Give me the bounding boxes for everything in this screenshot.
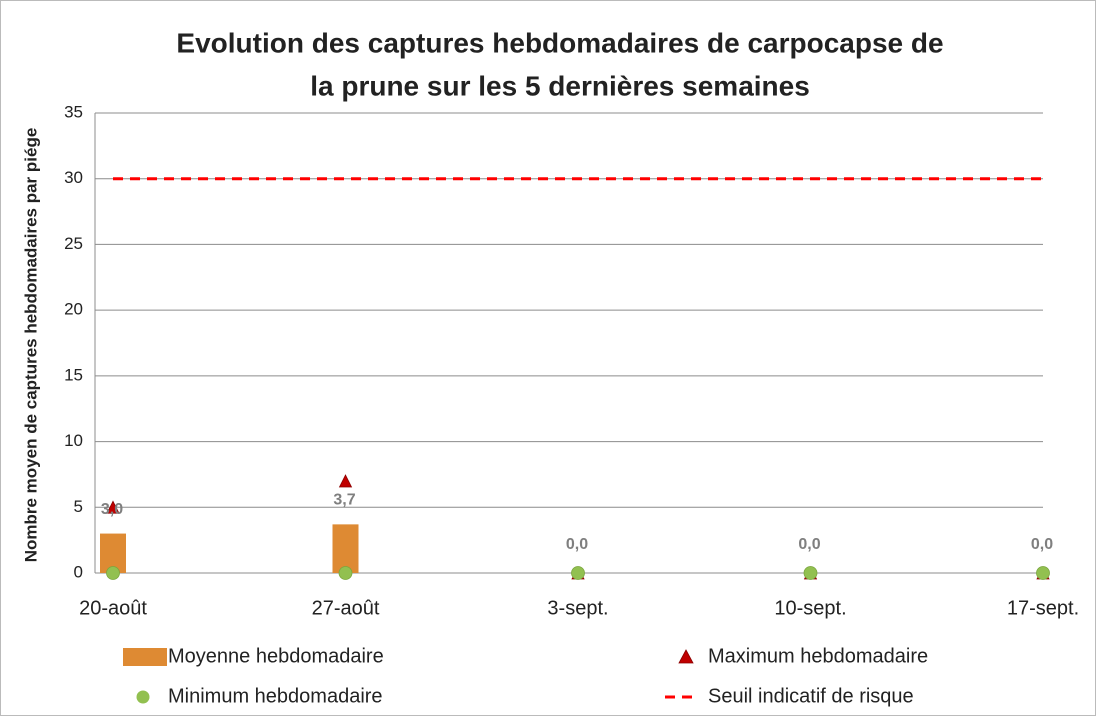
legend-swatch (123, 648, 167, 666)
min-marker (803, 566, 818, 580)
legend-swatch (136, 690, 150, 704)
data-label: 0,0 (566, 536, 588, 553)
data-label: 3,7 (333, 492, 355, 509)
y-tick-label: 20 (64, 300, 83, 319)
max-marker (338, 474, 353, 488)
y-axis-label: Nombre moyen de captures hebdomadaires p… (21, 128, 40, 563)
y-tick-label: 0 (74, 562, 83, 581)
y-tick-label: 30 (64, 168, 83, 187)
data-label: 0,0 (798, 536, 820, 553)
max-marker (106, 500, 120, 514)
min-marker (106, 566, 120, 580)
y-tick-label: 35 (64, 102, 83, 121)
x-tick-label: 20-août (79, 597, 147, 619)
min-marker (1036, 566, 1050, 580)
x-tick-label: 27-août (312, 597, 380, 619)
x-tick-label: 17-sept. (1007, 597, 1079, 619)
bar (332, 524, 359, 573)
legend-label: Maximum hebdomadaire (708, 645, 928, 667)
y-tick-label: 25 (64, 234, 83, 253)
legend-swatch (678, 649, 694, 664)
data-label: 0,0 (1031, 536, 1053, 553)
x-tick-label: 3-sept. (547, 597, 608, 619)
min-marker (338, 566, 353, 580)
data-label: 3,0 (101, 501, 123, 518)
legend-label: Seuil indicatif de risque (708, 685, 914, 707)
chart-title: la prune sur les 5 dernières semaines (310, 70, 810, 101)
y-tick-label: 10 (64, 431, 83, 450)
legend-label: Minimum hebdomadaire (168, 685, 383, 707)
legend-label: Moyenne hebdomadaire (168, 645, 384, 667)
chart-title: Evolution des captures hebdomadaires de … (176, 27, 943, 58)
y-tick-label: 5 (74, 497, 83, 516)
x-tick-label: 10-sept. (774, 597, 846, 619)
min-marker (571, 566, 585, 580)
y-tick-label: 15 (64, 365, 83, 384)
